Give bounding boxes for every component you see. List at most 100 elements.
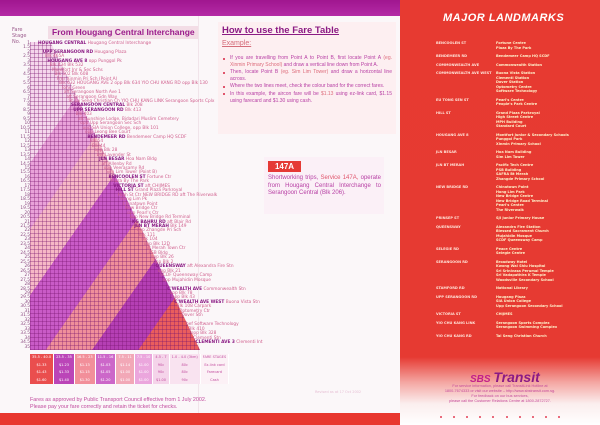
stop-label: CLEMENTI AVE 3 Clementi Int	[195, 340, 262, 345]
stop-desc: aft Alexandra Fire Stn	[187, 264, 234, 270]
landmark-place: Hoa Nam Building	[496, 150, 532, 154]
landmark-place: Selegie Centre	[496, 251, 525, 255]
legend-cell: $1.00	[153, 376, 169, 384]
stop-label: opp Blk 78	[170, 291, 193, 296]
landmark-place: Blessed Sacrament Church	[496, 229, 549, 233]
fare-stage-number: 4.5	[23, 72, 30, 78]
legend-column: 7.5 - 11 $1.14 $1.00 $1.00	[116, 354, 135, 384]
landmark-places: Montfort Junior & Secondary Schools Pungg…	[496, 133, 596, 147]
bullet-text: using ez-link card, $1.15 using farecard…	[230, 90, 392, 104]
landmark-road: COMMONWEALTH AVE WEST	[436, 71, 492, 75]
landmark-place: Zhangde Primary School	[496, 176, 545, 181]
landmarks-title: MAJOR LANDMARKS	[443, 12, 565, 24]
legend-cell: 7.5 - 11	[116, 354, 134, 362]
stop-desc: Blk 632 HOUGANG AVE 2 opp Blk 634 YIO CH…	[59, 81, 208, 87]
fare-stage-number: 11	[24, 130, 30, 136]
fare-stage-number: 26	[24, 264, 30, 270]
note-service: Service 147A,	[320, 175, 359, 181]
note-pre: Shortworking trips,	[268, 175, 321, 181]
legend-cell: $1.30	[74, 376, 95, 384]
bullet-text: In this example, the aircon fare will be	[230, 90, 321, 97]
landmark-place: Peace Centre	[496, 246, 523, 251]
landmark-row: QUEENSWAY Alexandra Fire Station Blessed S…	[436, 225, 596, 243]
fare-stage-number: 33	[24, 326, 30, 332]
fare-stage-number: 1.5	[23, 45, 30, 51]
fare-stage-number: 9.5	[23, 116, 30, 122]
stop-label: C'WEALTH AVE WEST Buona Vista Stn	[174, 300, 260, 305]
fare-stage-number: 23.5	[20, 241, 30, 247]
fare-stage-number: 31	[24, 308, 30, 314]
landmark-places: Commonwealth Station	[496, 63, 596, 68]
stop-label: opp Pearl's Ctr	[127, 211, 158, 216]
stop-label: Blk 104	[141, 237, 157, 242]
stop-label: BENCOOLEN ST Fortune Ctr	[109, 175, 172, 180]
legend-cell: $1.05	[95, 369, 116, 377]
landmark-road: COMMONWEALTH AVE	[436, 62, 480, 67]
stop-label: Blk 54	[90, 139, 103, 144]
fare-stage-number: 15	[24, 165, 30, 171]
fare-stage-number: 12	[24, 139, 30, 145]
landmark-place: Hong Lim Park	[496, 189, 525, 194]
top-color-bar	[0, 0, 400, 16]
landmark-place: Optometry Centre	[496, 84, 532, 89]
stop-desc: opp Upp Serangoon Sec Sch	[80, 121, 142, 127]
fare-stage-number: 5	[27, 76, 30, 82]
fare-stage-number: 3.5	[23, 63, 30, 69]
landmark-place: National Library	[496, 286, 528, 290]
fare-stage-number: 18.5	[20, 197, 30, 203]
legend-column: 16.5 - 23 $1.13 $1.15 $1.30	[74, 354, 96, 384]
example-label: Example:	[222, 40, 252, 47]
legend-cell: 1.0 - 4.0 (3km)	[169, 354, 200, 362]
fare-stage-number: 28.5	[20, 286, 30, 292]
legend-cell: 35.5 - 40.0	[30, 354, 54, 362]
fare-stage-number: 30.5	[20, 304, 30, 310]
fare-stage-number: 2.5	[23, 54, 30, 60]
stop-desc: Montfort Jnr & Sec Schs	[52, 67, 103, 73]
stop-desc: Blk 410	[188, 326, 205, 332]
fare-stage-number: 7.5	[23, 99, 30, 105]
landmark-place: Serangoon Sports Complex	[496, 320, 550, 325]
landmark-place: Sim Lim Tower	[496, 154, 525, 159]
stop-label: SERANGOON CENTRAL Blk 208	[71, 103, 143, 108]
legend-cell: $1.00	[116, 369, 134, 377]
landmark-place: Mujahidin Mosque	[496, 233, 532, 238]
fare-stage-number: 29.5	[20, 295, 30, 301]
landmark-row: SELEGIE RD Peace Centre Selegie Centre	[436, 247, 596, 256]
fare-stage-number: 5.5	[23, 81, 30, 87]
fare-stage-number: 25	[24, 255, 30, 261]
landmark-row: JLN BESAR Hoa Nam Building Sim Lim Tower	[436, 150, 596, 159]
legend-cell: $1.14	[116, 361, 134, 369]
fare-stage-number: 30	[24, 299, 30, 305]
landmark-place: Tai Seng Christian Church	[496, 333, 547, 338]
landmark-place: Dover Station	[496, 80, 524, 84]
stop-desc: Dover Stn	[181, 313, 203, 319]
stop-desc: High St Ctr NEW BRIDGE RD aft The Riverw…	[117, 192, 218, 198]
stop-desc: aft Blair Rd	[167, 219, 192, 225]
landmark-place: Kwong Wai Shiu Hospital	[496, 264, 546, 268]
stop-label: Clementi Stn	[193, 336, 221, 341]
contact-info: For service information, please call Tra…	[404, 384, 596, 404]
landmark-row: YIO CHU KANG RD Tai Seng Christian Church	[436, 334, 596, 339]
landmark-places: Hoa Nam Building Sim Lim Tower	[496, 150, 596, 159]
stop-desc: Grand Plaza Parkroyal	[135, 188, 183, 194]
stop-label: aft Serangoon North Ave 1	[64, 90, 121, 95]
stop-desc: aft Allenby Rd	[101, 161, 132, 167]
stop-desc: aft Serangoon Gdn Way	[66, 94, 118, 100]
legend-cell: $1.15	[74, 369, 95, 377]
landmark-road: SERANGOON RD	[436, 259, 468, 264]
landmark-places: Peace Centre Selegie Centre	[496, 247, 596, 256]
stop-desc: opp New Bridge Rd Terminal	[129, 215, 191, 221]
howto-title: How to use the Fare Table	[222, 25, 340, 36]
title-background	[48, 26, 198, 39]
service-147a-badge: 147A	[268, 161, 301, 172]
stop-label: opp Veerasamy Rd	[104, 166, 144, 171]
landmark-place: Pacific Tech Centre	[496, 163, 534, 167]
landmark-place: Punggol Park	[496, 137, 523, 141]
fare-stage-number: 13	[24, 148, 30, 154]
landmark-row: HOUGANG AVE 8 Montfort Junior & Secondary…	[436, 133, 596, 147]
landmark-place: Bendemeer Camp HQ SCDF	[496, 54, 550, 58]
stop-desc: SCDF Queensway Camp	[160, 273, 213, 279]
sbs-transit-logo: SBS Transit	[470, 369, 540, 385]
landmark-place: Hougang Plaza	[496, 294, 526, 299]
legend-cell: Farecard	[200, 369, 229, 377]
